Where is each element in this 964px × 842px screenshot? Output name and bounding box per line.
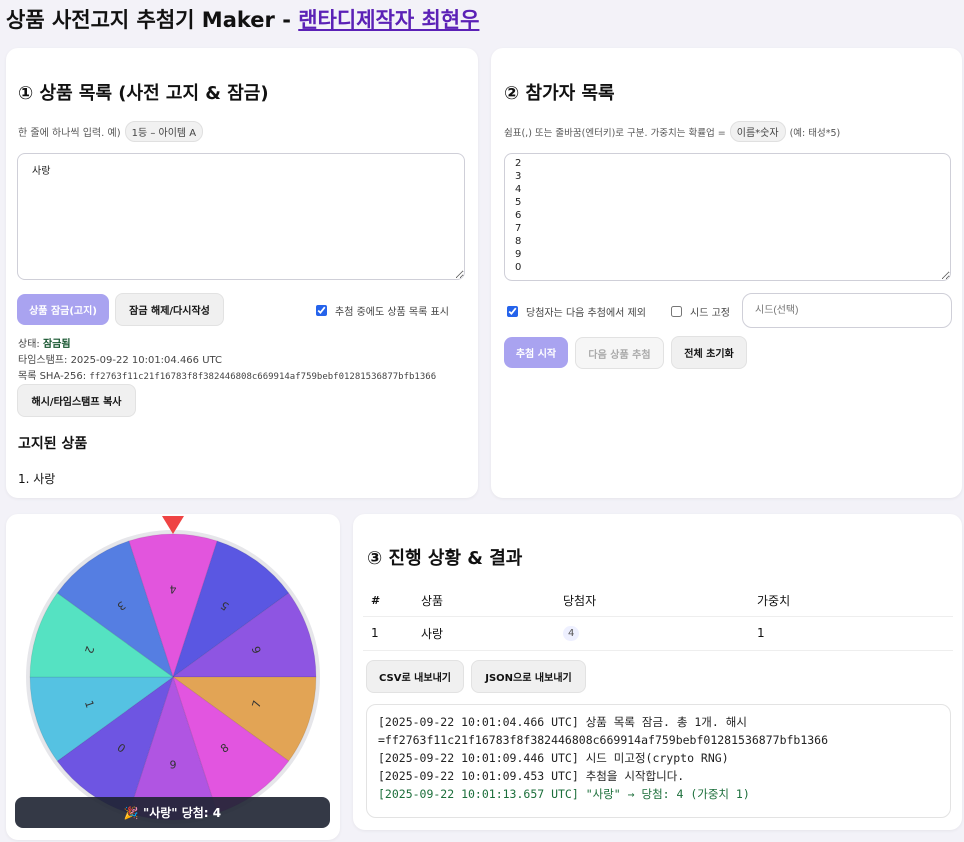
pointer-icon bbox=[162, 516, 184, 534]
wheel-segment-6 bbox=[171, 592, 317, 678]
show-products-toggle[interactable]: 추첨 중에도 상품 목록 표시 bbox=[316, 303, 449, 318]
start-draw-button[interactable]: 추첨 시작 bbox=[504, 337, 568, 368]
col-product: 상품 bbox=[420, 586, 562, 617]
table-row: 1 사랑 4 1 bbox=[363, 616, 953, 651]
copy-hash-button[interactable]: 해시/타임스탬프 복사 bbox=[17, 384, 136, 417]
wheel-segment-5 bbox=[172, 540, 290, 679]
status-line: 상태: 잠금됨 bbox=[18, 339, 71, 350]
participants-heading: ② 참가자 목록 bbox=[504, 83, 615, 104]
products-heading: ① 상품 목록 (사전 고지 & 잠금) bbox=[18, 83, 269, 104]
log-line: [2025-09-22 10:01:09.446 UTC] 시드 미고정(cry… bbox=[378, 751, 729, 765]
wheel-segment-7 bbox=[171, 676, 317, 762]
wheel-label: 7 bbox=[250, 699, 265, 710]
exclude-winner-checkbox[interactable] bbox=[507, 306, 518, 317]
col-num: # bbox=[363, 586, 420, 617]
wheel-label: 9 bbox=[170, 759, 177, 772]
wheel-segment-1 bbox=[29, 676, 175, 762]
log-line: [2025-09-22 10:01:09.453 UTC] 추첨을 시작합니다. bbox=[378, 769, 685, 783]
cell-winner: 4 bbox=[562, 616, 756, 651]
author-link[interactable]: 랜타디제작자 최현우 bbox=[298, 8, 480, 32]
seed-fix-checkbox[interactable] bbox=[671, 306, 682, 317]
export-csv-button[interactable]: CSV로 내보내기 bbox=[366, 660, 464, 693]
results-table: # 상품 당첨자 가중치 1 사랑 4 1 bbox=[363, 586, 953, 651]
wheel-segment-4 bbox=[128, 533, 218, 679]
exclude-winner-toggle[interactable]: 당첨자는 다음 추첨에서 제외 bbox=[507, 304, 646, 319]
log-line: [2025-09-22 10:01:04.466 UTC] 상품 목록 잠금. … bbox=[378, 715, 829, 747]
reset-all-button[interactable]: 전체 초기화 bbox=[671, 336, 747, 369]
show-products-checkbox[interactable] bbox=[316, 305, 327, 316]
unlock-button[interactable]: 잠금 해제/다시작성 bbox=[115, 293, 224, 326]
lock-button[interactable]: 상품 잠금(고지) bbox=[17, 294, 109, 325]
wheel-label: 4 bbox=[170, 582, 177, 595]
results-heading: ③ 진행 상황 & 결과 bbox=[367, 548, 523, 569]
wheel-segment-2 bbox=[29, 592, 175, 678]
log-panel: [2025-09-22 10:01:04.466 UTC] 상품 목록 잠금. … bbox=[366, 704, 951, 818]
col-winner: 당첨자 bbox=[562, 586, 756, 617]
products-textarea[interactable] bbox=[17, 153, 465, 280]
example-chip: 1등 – 아이템 A bbox=[124, 121, 204, 142]
export-json-button[interactable]: JSON으로 내보내기 bbox=[471, 660, 586, 693]
announced-item: 1. 사랑 bbox=[18, 472, 56, 486]
page-title: 상품 사전고지 추첨기 Maker - 랜타디제작자 최현우 bbox=[6, 8, 480, 32]
winner-banner: 🎉 "사랑" 당첨: 4 bbox=[15, 797, 330, 828]
table-header: # 상품 당첨자 가중치 bbox=[363, 586, 953, 617]
winner-pill: 4 bbox=[563, 626, 580, 641]
cell-num: 1 bbox=[363, 616, 420, 651]
seed-fix-toggle[interactable]: 시드 고정 bbox=[671, 304, 730, 319]
results-card: ③ 진행 상황 & 결과 # 상품 당첨자 가중치 1 사랑 4 1 CSV로 … bbox=[353, 514, 962, 830]
announced-heading: 고지된 상품 bbox=[18, 436, 88, 452]
participants-textarea[interactable] bbox=[504, 153, 951, 281]
next-draw-button[interactable]: 다음 상품 추첨 bbox=[575, 337, 664, 369]
participants-hint: 쉼표(,) 또는 줄바꿈(엔터키)로 구분. 가중치는 확률업 = 이름*숫자 (예… bbox=[504, 121, 840, 142]
col-weight: 가중치 bbox=[756, 586, 953, 617]
wheel-segment-3 bbox=[56, 540, 174, 679]
wheel-label: 6 bbox=[250, 644, 265, 655]
seed-input[interactable] bbox=[742, 293, 952, 328]
participants-card: ② 참가자 목록 쉼표(,) 또는 줄바꿈(엔터키)로 구분. 가중치는 확률업… bbox=[491, 48, 962, 498]
hash-line: 목록 SHA-256: ff2763f11c21f16783f8f3824468… bbox=[18, 371, 437, 382]
example-chip: 이름*숫자 bbox=[729, 121, 786, 142]
wheel-label: 1 bbox=[82, 699, 97, 710]
status-value: 잠금됨 bbox=[42, 339, 71, 350]
cell-product: 사랑 bbox=[420, 616, 562, 651]
products-hint: 한 줄에 하나씩 입력. 예) 1등 – 아이템 A bbox=[18, 121, 204, 142]
log-line: [2025-09-22 10:01:13.657 UTC] "사랑" → 당첨:… bbox=[378, 787, 750, 801]
timestamp-line: 타임스탬프: 2025-09-22 10:01:04.466 UTC bbox=[18, 355, 223, 366]
wheel-label: 2 bbox=[82, 644, 97, 655]
cell-weight: 1 bbox=[756, 616, 953, 651]
products-card: ① 상품 목록 (사전 고지 & 잠금) 한 줄에 하나씩 입력. 예) 1등 –… bbox=[6, 48, 478, 498]
